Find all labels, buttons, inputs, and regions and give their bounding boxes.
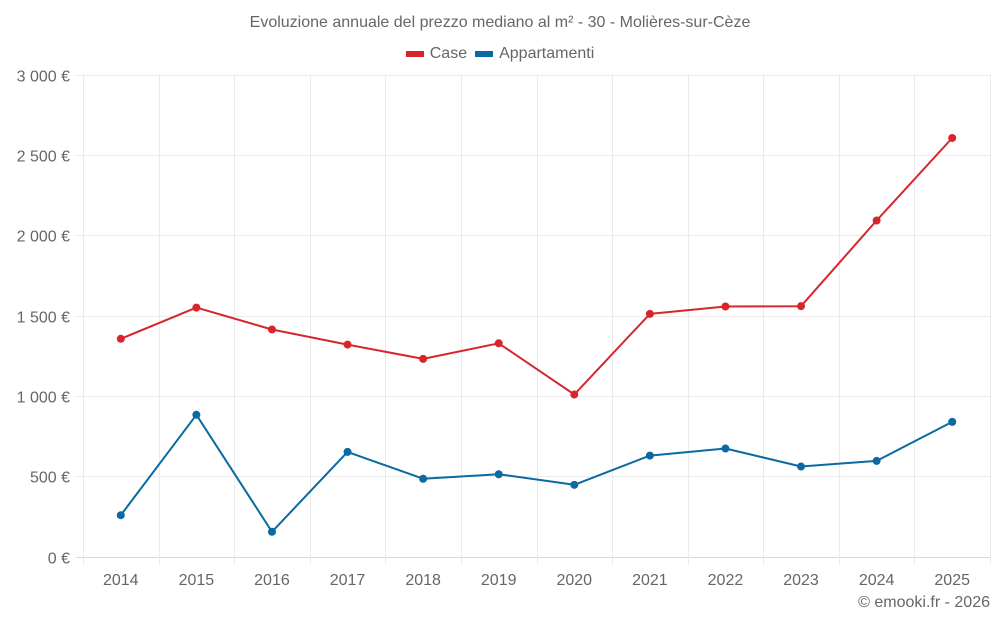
x-tick-label: 2020: [556, 572, 592, 589]
data-point-appartamenti[interactable]: [116, 511, 125, 520]
data-point-appartamenti[interactable]: [343, 447, 352, 456]
data-point-case[interactable]: [570, 390, 579, 399]
legend-swatch-case: [405, 51, 424, 57]
grid: [76, 74, 991, 565]
data-point-appartamenti[interactable]: [797, 462, 806, 471]
x-tick-label: 2025: [934, 572, 970, 589]
data-point-case[interactable]: [343, 340, 352, 349]
data-point-case[interactable]: [192, 303, 201, 312]
data-point-appartamenti[interactable]: [494, 470, 503, 479]
y-tick-label: 1 000 €: [17, 390, 70, 407]
data-point-case[interactable]: [419, 354, 428, 363]
data-point-case[interactable]: [116, 334, 125, 343]
legend-label-case: Case: [429, 45, 468, 62]
data-point-appartamenti[interactable]: [192, 410, 201, 419]
x-tick-label: 2015: [179, 572, 215, 589]
x-tick-label: 2018: [405, 572, 441, 589]
x-tick-label: 2016: [254, 572, 290, 589]
data-point-case[interactable]: [267, 325, 276, 334]
data-point-case[interactable]: [872, 216, 881, 225]
y-tick-label: 2 000 €: [17, 229, 70, 246]
data-point-appartamenti[interactable]: [419, 474, 428, 483]
x-tick-label: 2021: [632, 572, 668, 589]
data-point-case[interactable]: [645, 309, 654, 318]
data-point-appartamenti[interactable]: [267, 527, 276, 536]
axes: 0 € 500 € 1 000 € 1 500 € 2 000 € 2 500 € 3 00…: [17, 69, 970, 590]
data-point-case[interactable]: [494, 339, 503, 348]
copyright-credit: © emooki.fr - 2026: [858, 594, 990, 611]
y-tick-label: 3 000 €: [17, 69, 70, 86]
y-tick-label: 1 500 €: [17, 310, 70, 327]
data-point-case[interactable]: [721, 302, 730, 311]
x-tick-label: 2024: [859, 572, 895, 589]
y-tick-label: 0 €: [48, 551, 70, 568]
chart-title: Evoluzione annuale del prezzo mediano al…: [249, 14, 751, 31]
series: [116, 133, 957, 536]
data-point-case[interactable]: [948, 133, 957, 142]
data-point-appartamenti[interactable]: [721, 444, 730, 453]
data-point-appartamenti[interactable]: [872, 456, 881, 465]
series-line-appartamenti: [120, 413, 953, 533]
x-tick-label: 2023: [783, 572, 819, 589]
x-tick-label: 2014: [103, 572, 139, 589]
legend-item-case[interactable]: Case: [405, 45, 468, 63]
data-point-case[interactable]: [797, 302, 806, 311]
legend-item-appartamenti[interactable]: Appartamenti: [475, 45, 594, 63]
x-tick-label: 2022: [708, 572, 744, 589]
data-point-appartamenti[interactable]: [948, 417, 957, 426]
series-line-case: [120, 137, 953, 396]
legend-label-appartamenti: Appartamenti: [499, 45, 595, 62]
y-tick-label: 500 €: [30, 470, 70, 487]
x-tick-label: 2019: [481, 572, 517, 589]
legend-swatch-appartamenti: [475, 51, 494, 57]
y-tick-label: 2 500 €: [17, 149, 70, 166]
legend: Case Appartamenti: [0, 45, 1000, 63]
data-point-appartamenti[interactable]: [645, 451, 654, 460]
data-point-appartamenti[interactable]: [570, 480, 579, 489]
x-tick-label: 2017: [330, 572, 366, 589]
